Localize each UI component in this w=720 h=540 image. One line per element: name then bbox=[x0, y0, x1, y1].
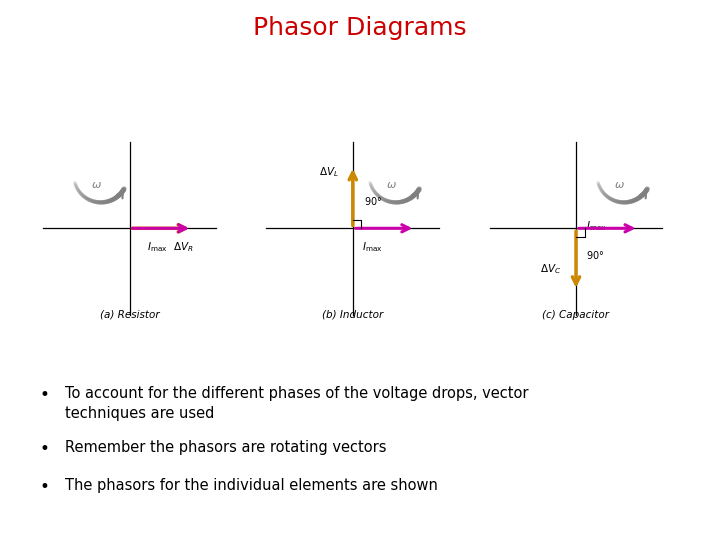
Text: •: • bbox=[40, 386, 50, 404]
Text: Remember the phasors are rotating vectors: Remember the phasors are rotating vector… bbox=[65, 440, 387, 455]
Text: $I_{\rm max}$: $I_{\rm max}$ bbox=[147, 240, 168, 254]
Text: (a) Resistor: (a) Resistor bbox=[100, 309, 159, 320]
Text: $\omega$: $\omega$ bbox=[613, 180, 625, 190]
Text: •: • bbox=[40, 440, 50, 458]
Text: The phasors for the individual elements are shown: The phasors for the individual elements … bbox=[65, 478, 438, 493]
Text: (c) Capacitor: (c) Capacitor bbox=[542, 309, 610, 320]
Text: $\Delta V_L$: $\Delta V_L$ bbox=[319, 165, 339, 179]
Text: Phasor Diagrams: Phasor Diagrams bbox=[253, 16, 467, 40]
Text: To account for the different phases of the voltage drops, vector
techniques are : To account for the different phases of t… bbox=[65, 386, 528, 421]
Text: (b) Inductor: (b) Inductor bbox=[322, 309, 384, 320]
Text: •: • bbox=[40, 478, 50, 496]
Text: $90°$: $90°$ bbox=[585, 249, 604, 261]
Text: $\omega$: $\omega$ bbox=[91, 180, 102, 190]
Text: $I_{\rm max}$: $I_{\rm max}$ bbox=[585, 219, 606, 233]
Text: $\omega$: $\omega$ bbox=[386, 180, 397, 190]
Text: $I_{\rm max}$: $I_{\rm max}$ bbox=[362, 240, 383, 254]
Text: $\Delta V_R$: $\Delta V_R$ bbox=[173, 240, 194, 254]
Text: $90°$: $90°$ bbox=[364, 195, 382, 207]
Text: $\Delta V_C$: $\Delta V_C$ bbox=[539, 262, 561, 276]
